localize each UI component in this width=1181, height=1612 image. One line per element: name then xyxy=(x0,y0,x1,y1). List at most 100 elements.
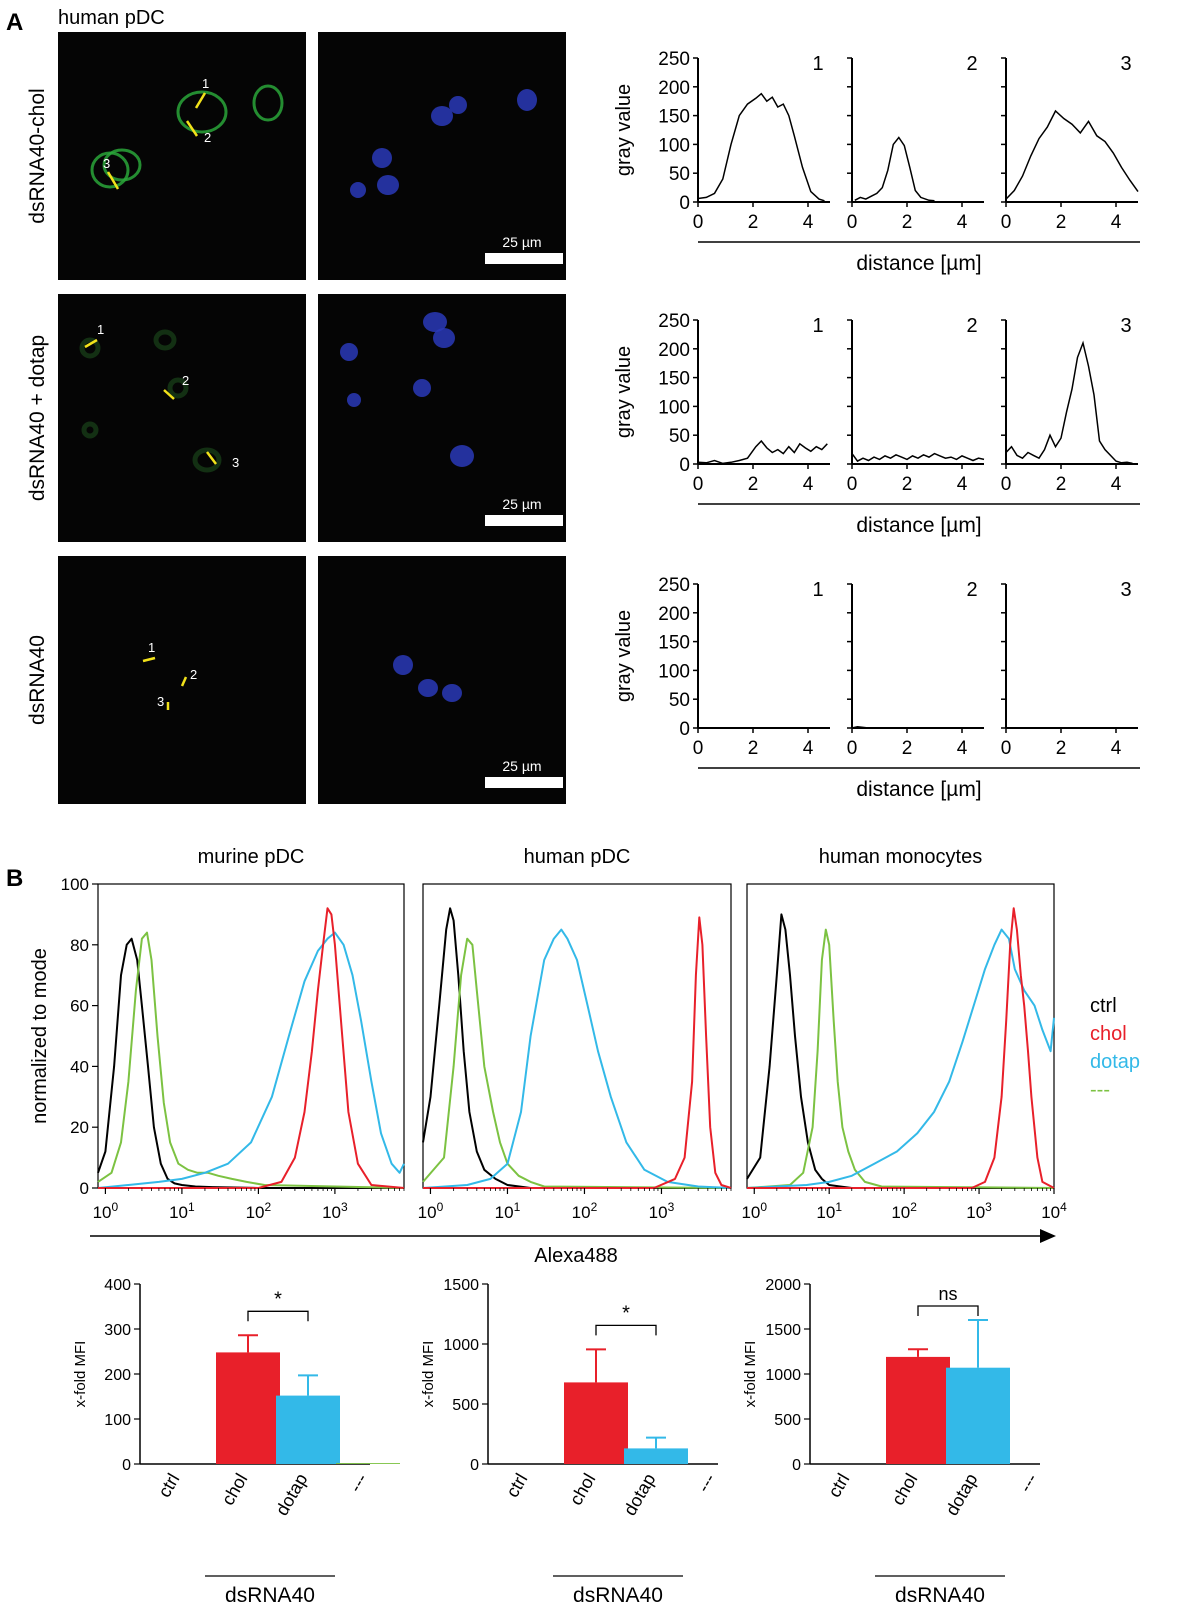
green-cell xyxy=(252,84,284,122)
bar-chol xyxy=(886,1356,950,1464)
x-tick-label: 4 xyxy=(803,738,814,759)
line-scan-marker xyxy=(163,389,175,400)
profile-line xyxy=(851,452,985,463)
y-tick-label: 200 xyxy=(104,1367,131,1384)
blue-nucleus xyxy=(517,89,537,111)
bar-y-label: x-fold MFI xyxy=(420,1341,437,1408)
histogram-series-chol xyxy=(747,907,1055,1189)
blue-nucleus xyxy=(347,393,361,407)
profile-y-label: gray value xyxy=(613,610,635,702)
y-tick-label: 400 xyxy=(104,1277,131,1294)
x-tick-exponent: 0 xyxy=(112,1200,119,1214)
significance-bracket xyxy=(595,1324,657,1336)
y-tick-label: 0 xyxy=(792,1457,801,1474)
blue-nucleus xyxy=(442,684,462,702)
profile-y-label: gray value xyxy=(613,346,635,438)
bar-blank xyxy=(336,1463,400,1464)
blue-nucleus xyxy=(433,328,455,348)
line-scan-label: 1 xyxy=(148,640,155,655)
y-tick-label: 1000 xyxy=(765,1367,801,1384)
x-tick-exponent: 2 xyxy=(591,1200,598,1214)
x-tick-label: 0 xyxy=(693,474,704,495)
legend-entry: chol xyxy=(1090,1023,1127,1045)
panel-b-letter: B xyxy=(6,865,23,892)
y-tick-label: 0 xyxy=(80,1179,89,1198)
y-tick-label: 1500 xyxy=(443,1277,479,1294)
row-label: dsRNA40 + dotap xyxy=(26,335,49,501)
y-tick-label: 20 xyxy=(70,1118,89,1137)
profile-number: 3 xyxy=(1120,315,1131,337)
x-tick-exponent: 4 xyxy=(1060,1200,1067,1214)
row-label: dsRNA40-chol xyxy=(26,88,49,223)
profile-x-label: distance [µm] xyxy=(856,514,981,537)
significance-label: * xyxy=(274,1288,282,1310)
x-tick-label: 4 xyxy=(803,212,814,233)
green-cell xyxy=(176,90,228,134)
line-scan-marker xyxy=(180,676,188,687)
profile-line xyxy=(1005,109,1139,200)
profile-plot: 0 2 4 2 xyxy=(847,579,984,759)
x-tick-exponent: 3 xyxy=(668,1200,675,1214)
x-tick-exponent: 1 xyxy=(188,1200,195,1214)
x-tick-label: 2 xyxy=(902,474,913,495)
group-label: dsRNA40 xyxy=(573,1584,663,1607)
x-tick-label: 0 xyxy=(693,738,704,759)
profile-line xyxy=(854,136,935,202)
profile-number: 2 xyxy=(966,53,977,75)
x-tick-label: 4 xyxy=(957,738,968,759)
blue-channel-image xyxy=(318,32,566,280)
green-cell xyxy=(81,421,99,439)
x-tick-label: 2 xyxy=(748,474,759,495)
x-tick-label: 0 xyxy=(847,738,858,759)
histogram-series-ctrl xyxy=(746,913,1054,1189)
histogram-series-ctrl xyxy=(97,937,404,1189)
line-scan-label: 3 xyxy=(103,156,110,171)
profile-line xyxy=(1005,340,1133,465)
histogram-series-blank xyxy=(422,937,732,1189)
scale-bar xyxy=(485,777,563,788)
histogram-x-label: Alexa488 xyxy=(534,1245,617,1267)
y-tick-label: 1000 xyxy=(443,1337,479,1354)
row-label: dsRNA40 xyxy=(26,635,49,725)
y-tick-label: 100 xyxy=(104,1412,131,1429)
x-tick-label: 2 xyxy=(748,212,759,233)
significance-label: ns xyxy=(938,1284,957,1304)
bar-dotap xyxy=(946,1367,1010,1464)
bar-y-label: x-fold MFI xyxy=(72,1341,89,1408)
blue-nucleus xyxy=(423,312,447,332)
x-tick-label: 4 xyxy=(803,474,814,495)
x-tick-exponent: 0 xyxy=(760,1200,767,1214)
profile-plot: 0 2 4 2 xyxy=(847,53,984,233)
profile-y-label: gray value xyxy=(613,84,635,176)
y-tick-label: 1500 xyxy=(765,1322,801,1339)
x-tick-label: 2 xyxy=(1056,212,1067,233)
green-channel-image xyxy=(58,294,306,542)
line-scan-marker xyxy=(185,120,199,137)
profile-x-label: distance [µm] xyxy=(856,252,981,275)
histogram-title: murine pDC xyxy=(198,846,305,868)
group-label: dsRNA40 xyxy=(895,1584,985,1607)
line-scan-marker xyxy=(106,171,120,190)
profile-number: 3 xyxy=(1120,53,1131,75)
histogram-series-chol xyxy=(423,916,732,1189)
profile-line xyxy=(697,92,825,202)
histogram-title: human pDC xyxy=(524,846,631,868)
scale-bar-label: 25 µm xyxy=(502,234,541,250)
y-tick-label: 150 xyxy=(658,369,690,390)
y-tick-label: 200 xyxy=(658,78,690,99)
y-tick-label: 100 xyxy=(61,875,89,894)
line-scan-marker xyxy=(206,451,217,465)
panel-a-cell-type: human pDC xyxy=(58,7,165,29)
significance-bracket xyxy=(247,1310,309,1322)
x-tick-exponent: 1 xyxy=(514,1200,521,1214)
y-tick-label: 200 xyxy=(658,604,690,625)
x-tick-exponent: 1 xyxy=(835,1200,842,1214)
y-tick-label: 50 xyxy=(669,690,690,711)
legend-entry: dotap xyxy=(1090,1051,1140,1073)
line-scan-label: 3 xyxy=(157,694,164,709)
x-tick-label: 2 xyxy=(1056,474,1067,495)
x-tick-label: 2 xyxy=(1056,738,1067,759)
